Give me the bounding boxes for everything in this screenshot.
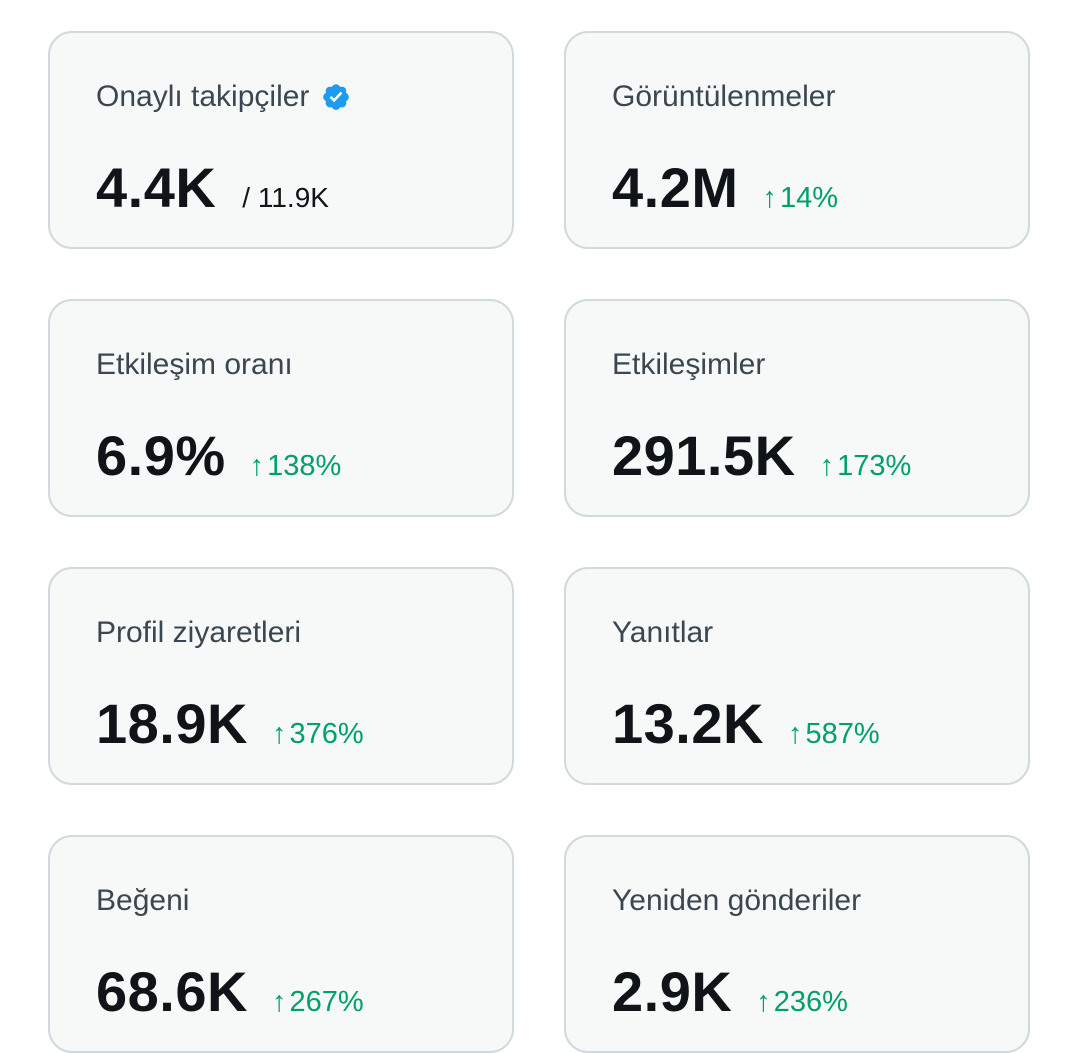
value-row: 18.9K ↑ 376% bbox=[96, 691, 364, 757]
metric-change: ↑ 14% bbox=[763, 182, 839, 215]
metric-value: 18.9K bbox=[96, 692, 248, 755]
metric-change: ↑ 138% bbox=[250, 450, 342, 483]
change-percent: 587% bbox=[805, 718, 880, 750]
change-percent: 173% bbox=[837, 450, 912, 482]
metric-value: 4.4K bbox=[96, 156, 217, 219]
card-label: Onaylı takipçiler bbox=[96, 79, 351, 115]
metric-change: ↑ 236% bbox=[756, 986, 848, 1019]
arrow-up-icon: ↑ bbox=[819, 450, 835, 482]
change-percent: 267% bbox=[289, 986, 364, 1018]
card-label-text: Onaylı takipçiler bbox=[96, 80, 310, 113]
metric-value: 13.2K bbox=[612, 692, 764, 755]
card-label: Etkileşimler bbox=[612, 348, 766, 381]
value-row: 4.4K / 11.9K bbox=[96, 155, 329, 221]
metric-value: 4.2M bbox=[612, 156, 739, 219]
arrow-up-icon: ↑ bbox=[756, 986, 771, 1018]
arrow-up-icon: ↑ bbox=[787, 718, 803, 750]
card-label: Etkileşim oranı bbox=[96, 348, 293, 381]
metric-change: ↑ 173% bbox=[820, 450, 912, 483]
card-verified-followers[interactable]: Onaylı takipçiler 4.4K / 11.9K bbox=[48, 31, 514, 249]
metric-value: 6.9% bbox=[96, 424, 226, 487]
value-row: 291.5K ↑ 173% bbox=[612, 423, 911, 489]
value-row: 4.2M ↑ 14% bbox=[612, 155, 838, 221]
metric-value: 68.6K bbox=[96, 960, 248, 1023]
arrow-up-icon: ↑ bbox=[249, 450, 265, 482]
card-likes[interactable]: Beğeni 68.6K ↑ 267% bbox=[48, 835, 514, 1053]
value-row: 68.6K ↑ 267% bbox=[96, 959, 364, 1025]
change-percent: 376% bbox=[289, 718, 364, 750]
verified-badge-icon bbox=[321, 82, 351, 112]
card-label: Yeniden gönderiler bbox=[612, 884, 862, 917]
value-row: 2.9K ↑ 236% bbox=[612, 959, 848, 1025]
arrow-up-icon: ↑ bbox=[762, 182, 778, 214]
change-percent: 14% bbox=[780, 182, 839, 214]
card-engagements[interactable]: Etkileşimler 291.5K ↑ 173% bbox=[564, 299, 1030, 517]
metric-value: 2.9K bbox=[612, 960, 733, 1023]
metric-value: 291.5K bbox=[612, 424, 796, 487]
arrow-up-icon: ↑ bbox=[271, 986, 287, 1018]
card-label: Profil ziyaretleri bbox=[96, 616, 302, 649]
card-label: Görüntülenmeler bbox=[612, 80, 836, 113]
change-percent: 236% bbox=[773, 986, 848, 1018]
card-replies[interactable]: Yanıtlar 13.2K ↑ 587% bbox=[564, 567, 1030, 785]
change-percent: 138% bbox=[267, 450, 342, 482]
card-profile-visits[interactable]: Profil ziyaretleri 18.9K ↑ 376% bbox=[48, 567, 514, 785]
metric-change: ↑ 267% bbox=[272, 986, 364, 1019]
card-reposts[interactable]: Yeniden gönderiler 2.9K ↑ 236% bbox=[564, 835, 1030, 1053]
metric-change: ↑ 376% bbox=[272, 718, 364, 751]
card-impressions[interactable]: Görüntülenmeler 4.2M ↑ 14% bbox=[564, 31, 1030, 249]
card-label: Yanıtlar bbox=[612, 616, 714, 649]
value-row: 6.9% ↑ 138% bbox=[96, 423, 341, 489]
metric-total: / 11.9K bbox=[242, 182, 329, 213]
card-label: Beğeni bbox=[96, 884, 190, 917]
card-engagement-rate[interactable]: Etkileşim oranı 6.9% ↑ 138% bbox=[48, 299, 514, 517]
metric-change: ↑ 587% bbox=[788, 718, 880, 751]
arrow-up-icon: ↑ bbox=[271, 718, 287, 750]
value-row: 13.2K ↑ 587% bbox=[612, 691, 880, 757]
